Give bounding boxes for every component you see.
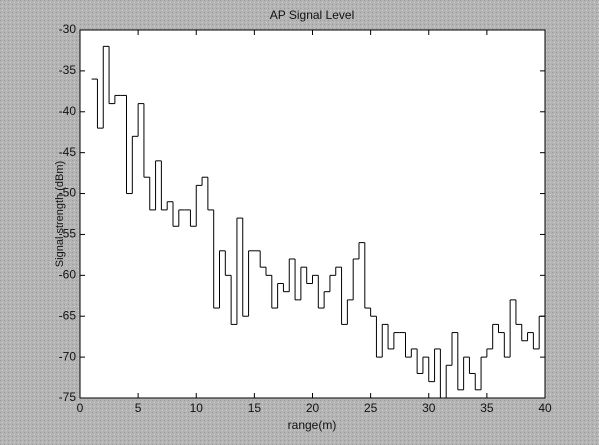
y-tick-label: -75: [59, 390, 77, 404]
x-tick-label: 5: [135, 401, 142, 415]
x-tick-label: 10: [190, 401, 204, 415]
y-tick-label: -70: [59, 349, 77, 363]
y-tick-label: -30: [59, 22, 77, 36]
y-tick-label: -35: [59, 63, 77, 77]
x-tick-label: 30: [422, 401, 436, 415]
x-tick-label: 20: [306, 401, 320, 415]
chart-title: AP Signal Level: [270, 8, 355, 22]
y-tick-label: -60: [59, 268, 77, 282]
x-tick-label: 35: [480, 401, 494, 415]
y-axis-label: Signal strength (dBm): [54, 161, 66, 267]
x-tick-label: 0: [77, 401, 84, 415]
plot-area: [79, 29, 546, 399]
y-tick-label: -40: [59, 104, 77, 118]
y-tick-label: -50: [59, 186, 77, 200]
x-axis-label: range(m): [288, 418, 337, 432]
y-tick-label: -55: [59, 227, 77, 241]
y-tick-label: -45: [59, 145, 77, 159]
y-tick-label: -65: [59, 308, 77, 322]
x-tick-label: 40: [538, 401, 552, 415]
x-tick-label: 25: [364, 401, 378, 415]
x-tick-label: 15: [248, 401, 262, 415]
